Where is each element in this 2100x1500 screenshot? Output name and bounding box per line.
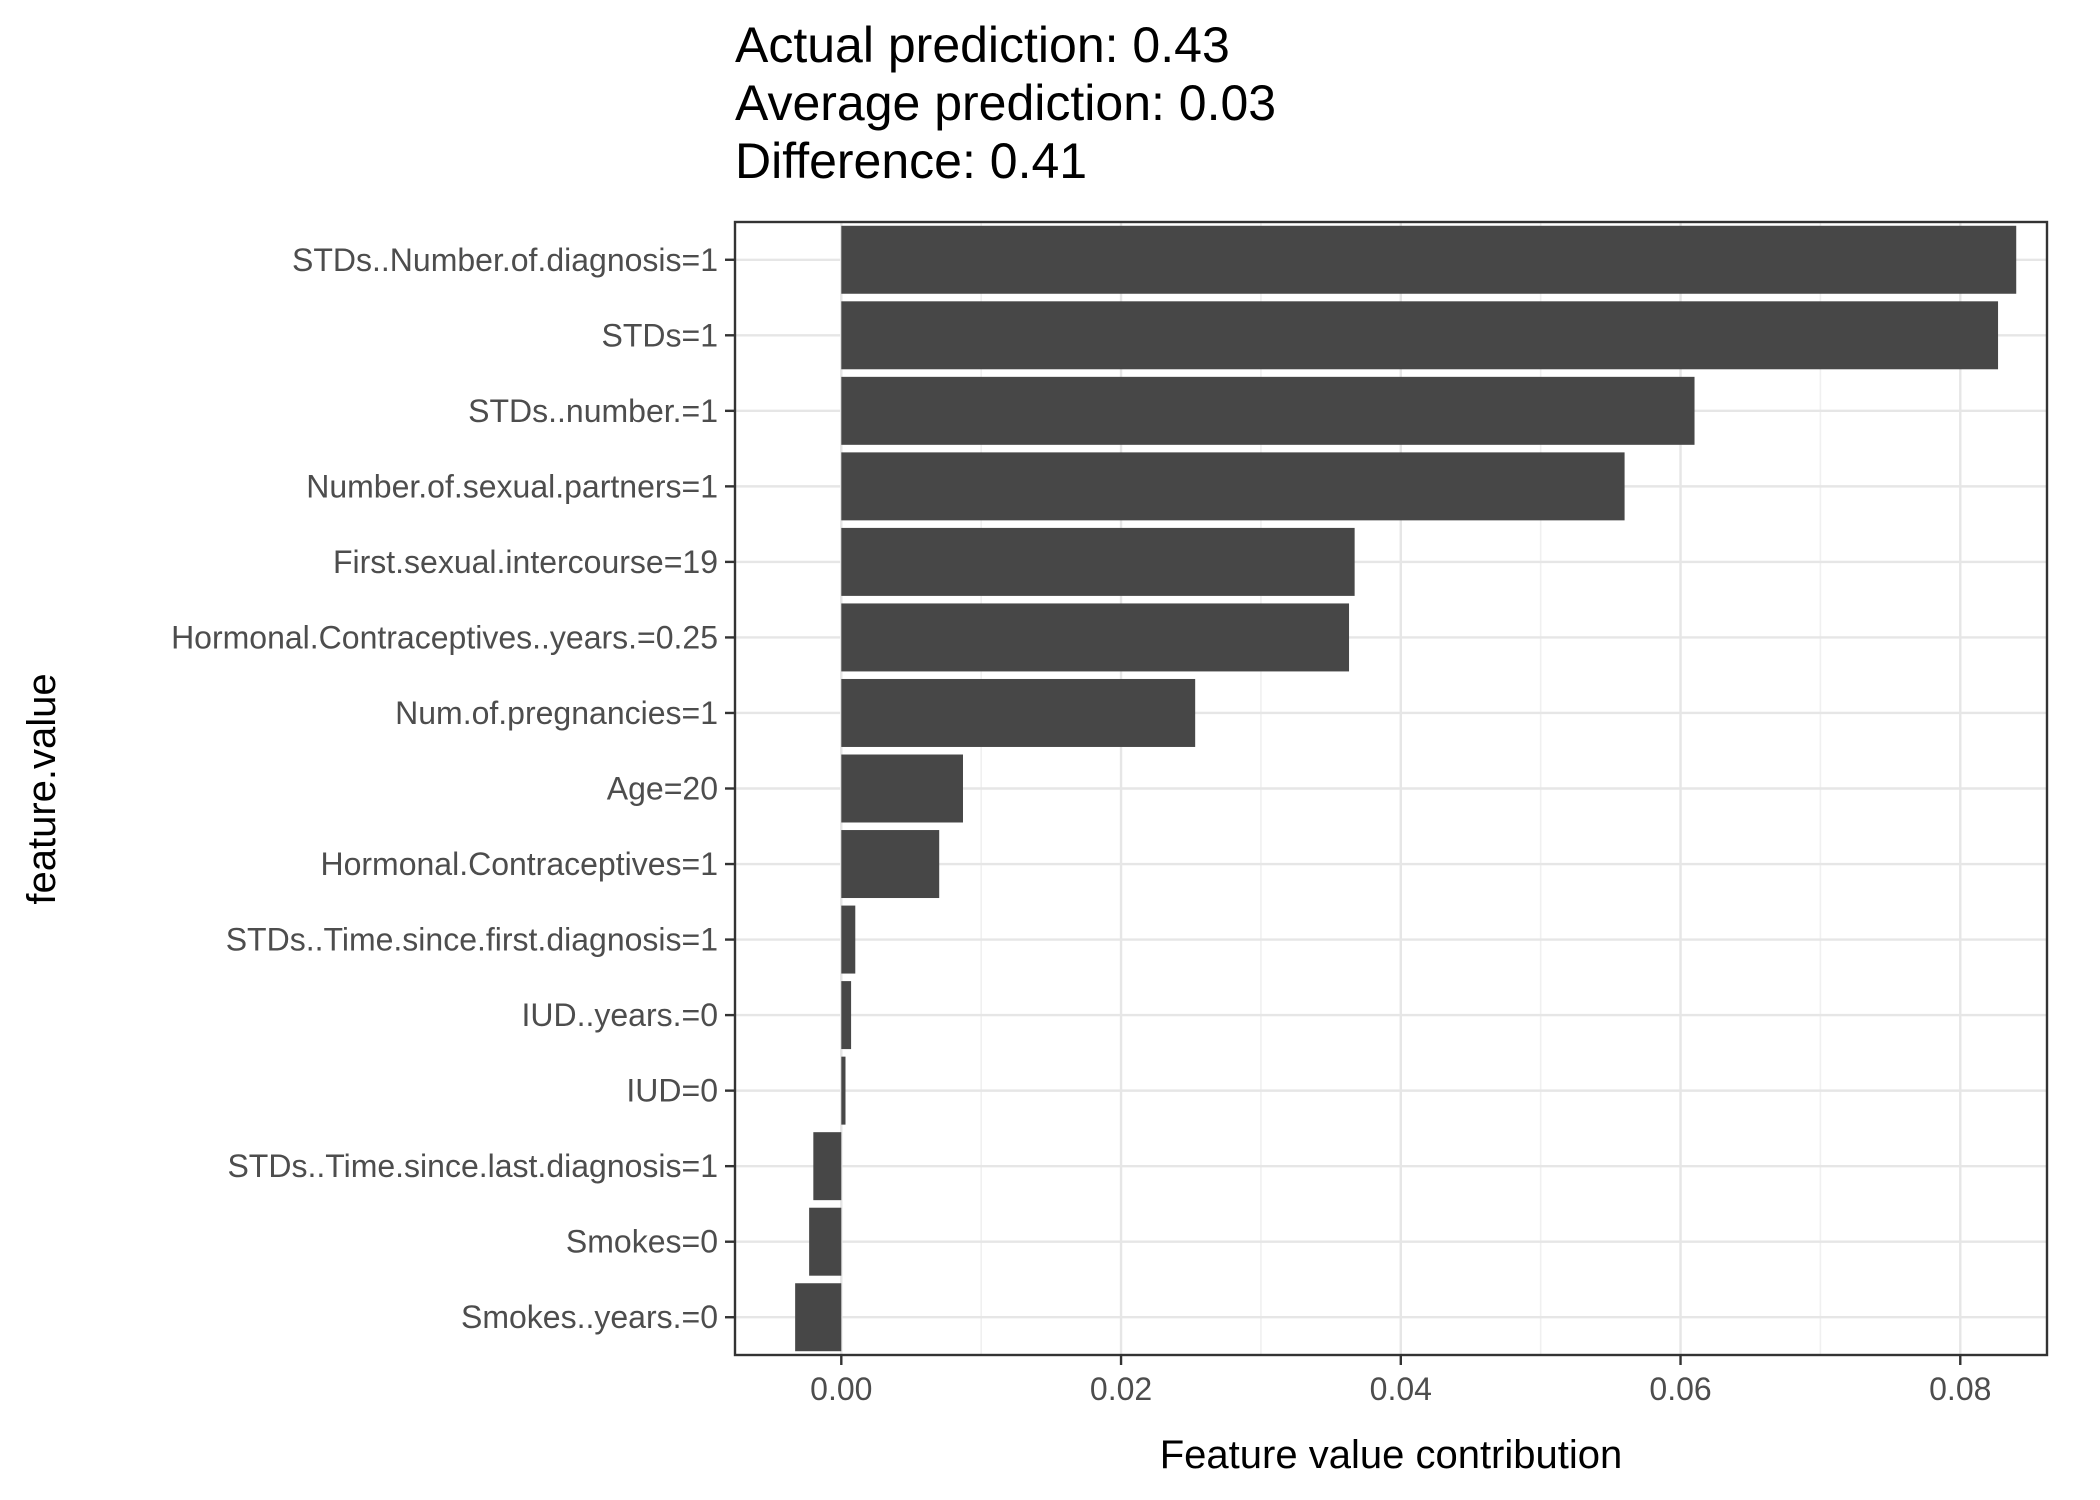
y-tick-label: IUD..years.=0 — [521, 997, 718, 1033]
bar — [841, 678, 1196, 747]
y-axis: STDs..Number.of.diagnosis=1 STDs=1 STDs..n… — [171, 242, 735, 1335]
bars — [795, 225, 2017, 1352]
y-tick-label: STDs..Number.of.diagnosis=1 — [292, 242, 718, 278]
y-tick-label: STDs..number.=1 — [468, 393, 718, 429]
x-axis: 0.00 0.02 0.04 0.06 0.08 — [810, 1355, 1991, 1407]
bar — [841, 301, 1999, 370]
y-tick-label: Number.of.sexual.partners=1 — [306, 468, 718, 504]
y-axis-title: feature.value — [20, 673, 64, 904]
y-tick-label: Hormonal.Contraceptives..years.=0.25 — [171, 619, 718, 655]
bar — [795, 1283, 842, 1352]
x-tick-label: 0.04 — [1370, 1371, 1432, 1407]
bar — [841, 981, 852, 1050]
y-tick-label: Num.of.pregnancies=1 — [395, 695, 718, 731]
bar — [841, 225, 2017, 294]
y-tick-label: Hormonal.Contraceptives=1 — [320, 846, 718, 882]
x-tick-label: 0.08 — [1929, 1371, 1991, 1407]
bar — [841, 376, 1695, 445]
y-tick-label: Smokes=0 — [566, 1224, 718, 1260]
bar — [841, 830, 940, 899]
bar — [841, 603, 1350, 672]
y-tick-label: STDs..Time.since.last.diagnosis=1 — [227, 1148, 718, 1184]
y-tick-label: First.sexual.intercourse=19 — [333, 544, 718, 580]
bar — [841, 452, 1625, 521]
x-tick-label: 0.02 — [1090, 1371, 1152, 1407]
x-axis-title: Feature value contribution — [1160, 1433, 1623, 1477]
title-line: Difference: 0.41 — [735, 133, 1087, 189]
bar — [841, 905, 856, 974]
bar — [813, 1132, 842, 1201]
y-tick-label: IUD=0 — [626, 1073, 718, 1109]
title-line: Average prediction: 0.03 — [735, 75, 1276, 131]
x-tick-label: 0.00 — [810, 1371, 872, 1407]
y-tick-label: Smokes..years.=0 — [461, 1299, 718, 1335]
y-tick-label: Age=20 — [607, 771, 718, 807]
x-tick-label: 0.06 — [1649, 1371, 1711, 1407]
bar — [841, 1056, 846, 1125]
y-tick-label: STDs=1 — [602, 317, 718, 353]
bar — [809, 1207, 842, 1276]
title-line: Actual prediction: 0.43 — [735, 17, 1230, 73]
y-tick-label: STDs..Time.since.first.diagnosis=1 — [226, 922, 718, 958]
bar — [841, 754, 963, 823]
bar — [841, 527, 1355, 596]
